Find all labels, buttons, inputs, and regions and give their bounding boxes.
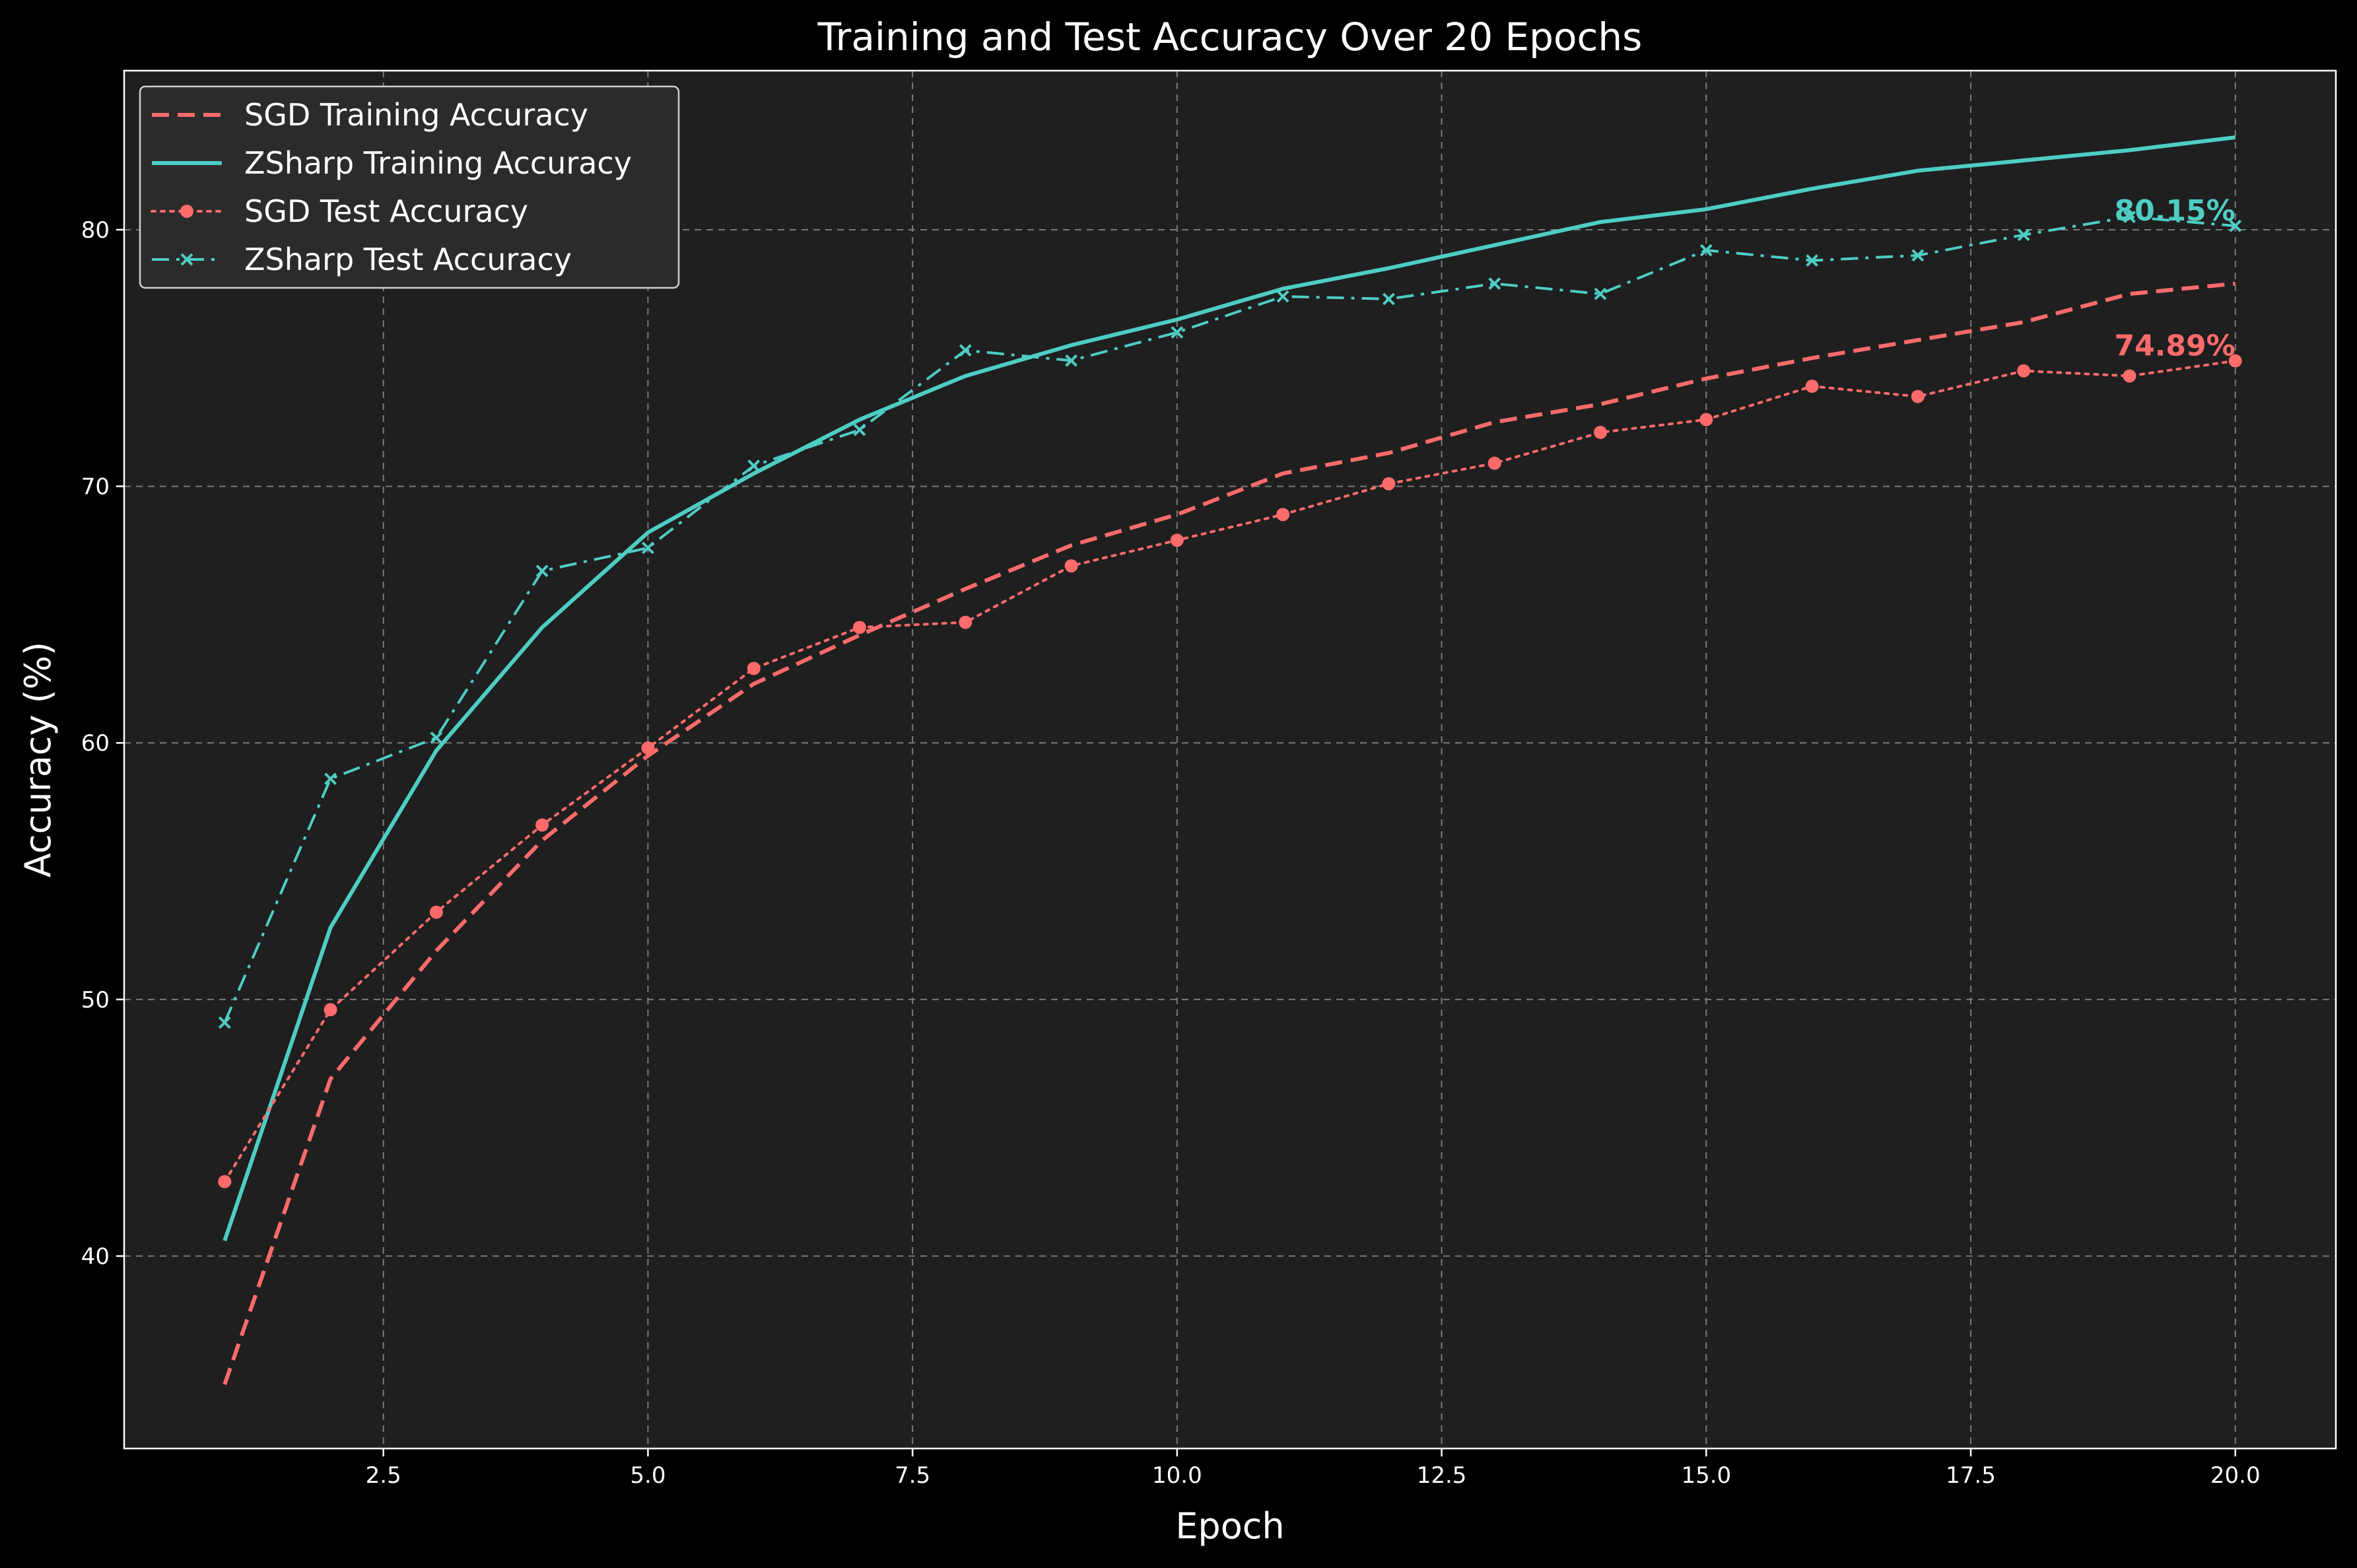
x-tick-label: 7.5 bbox=[895, 1462, 930, 1489]
data-point-zsharp-test-accuracy bbox=[2017, 228, 2030, 242]
data-point-zsharp-test-accuracy bbox=[1699, 244, 1713, 257]
legend-label: SGD Test Accuracy bbox=[244, 193, 528, 229]
data-point-sgd-test-accuracy bbox=[747, 662, 761, 675]
data-point-sgd-test-accuracy bbox=[2017, 364, 2031, 378]
data-point-zsharp-test-accuracy bbox=[747, 460, 761, 472]
data-point-zsharp-test-accuracy bbox=[324, 772, 337, 786]
data-point-zsharp-test-accuracy bbox=[1171, 325, 1184, 339]
data-point-sgd-test-accuracy bbox=[959, 615, 973, 629]
legend-marker bbox=[180, 205, 193, 218]
legend-label: ZSharp Training Accuracy bbox=[244, 145, 632, 181]
data-point-zsharp-test-accuracy bbox=[218, 1016, 231, 1029]
data-point-sgd-test-accuracy bbox=[1911, 390, 1925, 403]
data-point-zsharp-test-accuracy bbox=[535, 564, 549, 578]
ticks: 2.5 5.0 7.5 10.0 12.5 15.0 17.5 20.0 40 50 60 70 80 bbox=[81, 217, 2261, 1489]
x-tick-label: 17.5 bbox=[1946, 1462, 1996, 1489]
x-tick-label: 5.0 bbox=[630, 1462, 666, 1489]
data-point-sgd-test-accuracy bbox=[852, 621, 866, 634]
x-axis-label: Epoch bbox=[1175, 1505, 1284, 1547]
y-tick-label: 50 bbox=[81, 987, 110, 1013]
series-sgd-training-accuracy bbox=[222, 281, 2236, 1385]
data-point-zsharp-test-accuracy bbox=[430, 732, 443, 744]
data-point-zsharp-test-accuracy bbox=[642, 541, 654, 555]
x-tick-label: 20.0 bbox=[2210, 1462, 2261, 1489]
data-point-zsharp-test-accuracy bbox=[1383, 292, 1395, 306]
legend-item-sgd-test-accuracy: SGD Test Accuracy bbox=[151, 193, 528, 229]
axes-frame bbox=[123, 69, 2337, 1450]
data-point-sgd-test-accuracy bbox=[1699, 413, 1713, 426]
legend: SGD Training Accuracy ZSharp Training Acc… bbox=[139, 85, 680, 289]
data-point-zsharp-test-accuracy bbox=[1276, 290, 1289, 303]
y-tick-label: 60 bbox=[81, 730, 110, 757]
data-point-sgd-test-accuracy bbox=[1805, 380, 1819, 393]
chart-title: Training and Test Accuracy Over 20 Epoch… bbox=[817, 15, 1643, 59]
data-point-sgd-test-accuracy bbox=[641, 741, 655, 755]
x-tick-label: 12.5 bbox=[1417, 1462, 1467, 1489]
legend-marker bbox=[180, 253, 193, 266]
y-tick-label: 70 bbox=[81, 474, 110, 500]
data-point-zsharp-test-accuracy bbox=[1065, 354, 1077, 367]
annotation-sgd-final: 74.89% bbox=[2114, 329, 2235, 363]
x-tick-label: 15.0 bbox=[1681, 1462, 1731, 1489]
annotation-zsharp-final: 80.15% bbox=[2114, 194, 2235, 228]
x-tick-label: 10.0 bbox=[1152, 1462, 1202, 1489]
plot-area bbox=[124, 71, 2336, 1449]
y-tick-label: 80 bbox=[81, 217, 110, 244]
data-point-zsharp-test-accuracy bbox=[959, 344, 972, 357]
legend-box bbox=[139, 85, 680, 289]
series-zsharp-test-accuracy bbox=[218, 211, 2242, 1029]
data-point-zsharp-test-accuracy bbox=[1911, 249, 1925, 262]
series-line-zsharp-test-accuracy bbox=[223, 215, 2236, 1023]
legend-label: SGD Training Accuracy bbox=[244, 97, 588, 133]
data-point-sgd-test-accuracy bbox=[324, 1003, 337, 1017]
data-point-zsharp-test-accuracy bbox=[1488, 277, 1501, 290]
x-tick-label: 2.5 bbox=[366, 1462, 401, 1489]
y-tick-label: 40 bbox=[81, 1244, 110, 1270]
y-axis-label: Accuracy (%) bbox=[17, 642, 59, 877]
annotations: 80.15% 74.89% bbox=[2114, 194, 2235, 362]
series-line-sgd-test-accuracy bbox=[223, 359, 2237, 1183]
legend-item-sgd-training-accuracy: SGD Training Accuracy bbox=[152, 97, 588, 133]
data-point-zsharp-test-accuracy bbox=[2229, 219, 2242, 232]
series-zsharp-training-accuracy bbox=[222, 135, 2236, 1242]
legend-label: ZSharp Test Accuracy bbox=[244, 242, 572, 277]
data-point-sgd-test-accuracy bbox=[535, 818, 549, 832]
data-point-sgd-test-accuracy bbox=[1170, 533, 1184, 547]
legend-item-zsharp-test-accuracy: ZSharp Test Accuracy bbox=[152, 242, 572, 277]
legend-item-zsharp-training-accuracy: ZSharp Training Accuracy bbox=[152, 145, 632, 181]
data-point-sgd-test-accuracy bbox=[1276, 508, 1290, 522]
series-line-sgd-training-accuracy bbox=[222, 281, 2236, 1385]
data-point-sgd-test-accuracy bbox=[1487, 456, 1501, 470]
data-point-zsharp-test-accuracy bbox=[1594, 287, 1607, 300]
data-point-zsharp-test-accuracy bbox=[2123, 211, 2136, 223]
data-point-sgd-test-accuracy bbox=[1064, 559, 1078, 573]
data-point-sgd-test-accuracy bbox=[218, 1175, 232, 1188]
data-point-zsharp-test-accuracy bbox=[853, 423, 866, 436]
data-point-sgd-test-accuracy bbox=[2123, 369, 2136, 383]
series-line-zsharp-training-accuracy bbox=[222, 135, 2236, 1242]
data-point-sgd-test-accuracy bbox=[1594, 425, 1608, 439]
data-point-sgd-test-accuracy bbox=[1382, 477, 1396, 491]
series-sgd-test-accuracy bbox=[218, 354, 2242, 1188]
data-point-zsharp-test-accuracy bbox=[1806, 254, 1818, 267]
series-group bbox=[218, 135, 2242, 1385]
data-point-sgd-test-accuracy bbox=[429, 905, 443, 919]
data-point-sgd-test-accuracy bbox=[2228, 354, 2242, 368]
